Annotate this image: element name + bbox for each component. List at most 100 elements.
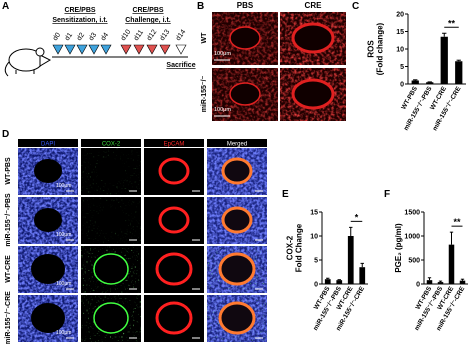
airway: [221, 157, 253, 185]
protocol-agent: CRE/PBS: [132, 7, 163, 14]
airway: [34, 208, 62, 232]
y-axis-label: COX-2: [286, 235, 295, 260]
column-header-bg: [144, 139, 204, 147]
row-label: miR-155⁻/⁻: [201, 75, 208, 112]
bar: [411, 80, 419, 84]
y-tick-label: 0: [314, 282, 318, 289]
y-axis-label: ROS: [367, 40, 376, 58]
airway: [221, 206, 253, 234]
day-label: d1: [64, 32, 74, 42]
day-label: d10: [120, 28, 132, 42]
panel-label: C: [352, 1, 359, 12]
day-marker: [52, 44, 64, 55]
y-tick-label: 1500: [404, 210, 420, 217]
y-tick-label: 0: [400, 82, 404, 89]
bar: [448, 244, 455, 284]
day-label: d3: [88, 32, 98, 42]
protocol-route: Challenge, i.t.: [125, 17, 171, 24]
day-marker: [120, 44, 132, 55]
airway: [34, 159, 62, 183]
day-marker: [76, 44, 88, 55]
protocol-route: Sensitization, i.t.: [52, 17, 107, 24]
column-header-bg: [207, 139, 267, 147]
airway: [291, 78, 335, 110]
panel-label: A: [2, 1, 9, 12]
column-header-bg: [18, 139, 78, 147]
day-marker: [88, 44, 100, 55]
panel-label: B: [197, 1, 204, 12]
scale-bar-label: 100μm: [56, 183, 71, 189]
airway: [97, 208, 125, 232]
airway: [155, 301, 193, 335]
bar: [426, 82, 434, 84]
airway: [218, 301, 256, 335]
airway: [93, 253, 129, 285]
row-label: WT-CRE: [5, 255, 12, 283]
scale-bar-label: 100μm: [214, 107, 231, 113]
airway: [155, 252, 193, 286]
day-marker: [100, 44, 112, 55]
y-tick-label: 10: [310, 234, 318, 241]
day-marker: [64, 44, 76, 55]
day-label: d12: [146, 28, 158, 42]
y-tick-label: 15: [310, 210, 318, 217]
y-tick-label: 5: [314, 258, 318, 265]
significance-label: **: [453, 217, 461, 227]
bar: [459, 280, 466, 284]
y-axis-label: (Fold change): [376, 22, 385, 75]
scale-bar-label: 100μm: [214, 51, 231, 57]
day-marker: [159, 44, 171, 55]
row-label: WT-PBS: [5, 157, 12, 185]
airway: [97, 159, 125, 183]
significance-label: **: [448, 18, 456, 28]
column-header: DAPI: [41, 142, 55, 148]
panel-label: D: [2, 129, 9, 140]
bar: [426, 280, 433, 284]
bar: [440, 36, 448, 84]
airway: [93, 302, 129, 334]
y-tick-label: 20: [396, 12, 404, 19]
bar: [437, 282, 444, 284]
column-header: CRE: [305, 1, 323, 10]
column-header-bg: [81, 139, 141, 147]
y-tick-label: 10: [396, 47, 404, 54]
day-label: d13: [159, 28, 171, 42]
column-header: Merged: [227, 142, 247, 148]
airway: [31, 254, 65, 284]
y-tick-label: 1000: [404, 234, 420, 241]
day-label: d14: [175, 28, 187, 42]
panel-label: E: [282, 189, 289, 200]
y-tick-label: 0: [416, 282, 420, 289]
airway: [229, 82, 261, 106]
day-marker: [133, 44, 145, 55]
y-tick-label: 15: [396, 29, 404, 36]
airway: [229, 26, 261, 50]
bar: [347, 236, 354, 284]
row-label: WT: [201, 32, 208, 44]
day-label: d11: [133, 29, 145, 42]
significance-label: *: [355, 212, 359, 222]
airway: [31, 303, 65, 333]
bar: [455, 61, 463, 84]
bar: [324, 279, 331, 284]
day-label: d4: [100, 32, 110, 42]
y-tick-label: 5: [400, 64, 404, 71]
row-label: miR-155⁻/⁻-PBS: [5, 193, 12, 247]
protocol-agent: CRE/PBS: [64, 7, 95, 14]
y-tick-label: 500: [408, 258, 420, 265]
day-marker: [146, 44, 158, 55]
bar: [359, 267, 366, 284]
mouse-icon: [4, 47, 52, 77]
panel-label: F: [384, 189, 390, 200]
scale-bar-label: 100μm: [56, 330, 71, 336]
airway: [291, 22, 335, 54]
day-label: d0: [52, 32, 62, 42]
column-header: EpCAM: [164, 142, 185, 148]
airway: [158, 206, 190, 234]
y-axis-label: PGE₂ (pg/ml): [394, 223, 403, 273]
column-header: COX-2: [102, 142, 121, 148]
airway: [218, 252, 256, 286]
day-label: d2: [76, 32, 86, 42]
bar: [336, 280, 343, 284]
